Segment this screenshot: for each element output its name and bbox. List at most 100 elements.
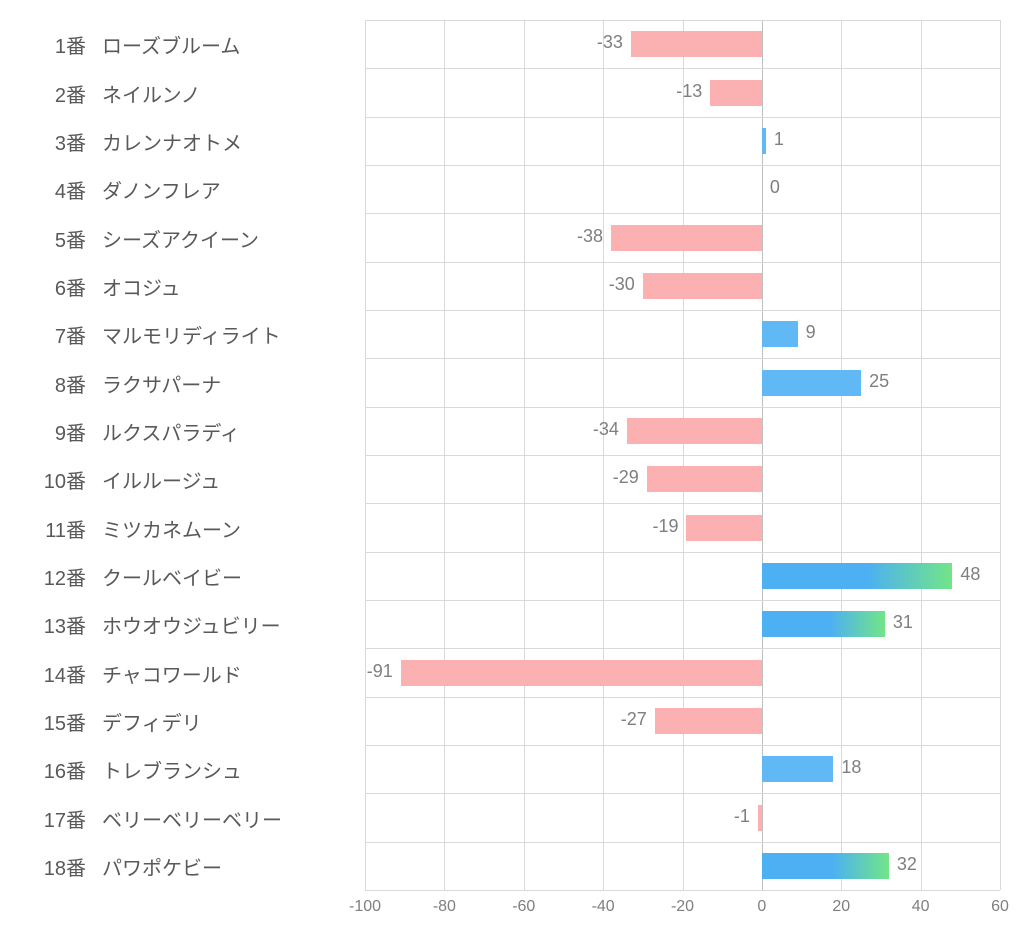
row-baseline [365, 648, 1000, 649]
value-label: -13 [676, 81, 702, 102]
bar [762, 321, 798, 347]
value-label: 1 [774, 129, 784, 150]
category-name: マルモリディライト [102, 320, 281, 349]
category-label: 13番ホウオウジュビリー [30, 610, 281, 639]
bar [627, 418, 762, 444]
bar [762, 611, 885, 637]
row-baseline [365, 842, 1000, 843]
value-label: -30 [609, 274, 635, 295]
value-label: 32 [897, 854, 917, 875]
value-label: 25 [869, 371, 889, 392]
category-number: 6番 [30, 272, 86, 301]
value-label: -91 [367, 661, 393, 682]
category-label: 10番イルルージュ [30, 465, 220, 494]
x-axis-tick-label: -80 [433, 898, 456, 916]
category-name: イルルージュ [102, 465, 220, 494]
value-label: -38 [577, 226, 603, 247]
category-number: 5番 [30, 224, 86, 253]
category-number: 11番 [30, 514, 86, 543]
category-number: 7番 [30, 320, 86, 349]
bar [762, 853, 889, 879]
category-label: 14番チャコワールド [30, 659, 242, 688]
category-name: ラクサパーナ [102, 369, 221, 398]
category-label: 8番ラクサパーナ [30, 369, 221, 398]
category-name: シーズアクイーン [102, 224, 259, 253]
row-baseline [365, 165, 1000, 166]
value-label: -27 [621, 709, 647, 730]
category-label: 11番ミツカネムーン [30, 514, 241, 543]
row-baseline [365, 552, 1000, 553]
category-label: 7番マルモリディライト [30, 320, 281, 349]
value-label: 9 [806, 322, 816, 343]
x-axis-tick-label: 60 [991, 898, 1009, 916]
category-name: ルクスパラディ [102, 417, 240, 446]
category-number: 4番 [30, 175, 86, 204]
bar [647, 466, 762, 492]
value-label: -34 [593, 419, 619, 440]
value-label: -33 [597, 32, 623, 53]
category-name: ベリーベリーベリー [102, 804, 282, 833]
bar [762, 128, 766, 154]
bar [762, 370, 861, 396]
row-baseline [365, 310, 1000, 311]
value-label: -29 [613, 467, 639, 488]
x-axis-tick-label: 20 [832, 898, 850, 916]
row-baseline [365, 793, 1000, 794]
category-label: 16番トレブランシュ [30, 755, 242, 784]
row-baseline [365, 455, 1000, 456]
category-label: 9番ルクスパラディ [30, 417, 240, 446]
category-number: 14番 [30, 659, 86, 688]
category-label: 2番ネイルンノ [30, 79, 201, 108]
x-axis-tick-label: 40 [912, 898, 930, 916]
category-name: ローズブルーム [102, 30, 240, 59]
row-baseline [365, 358, 1000, 359]
row-baseline [365, 697, 1000, 698]
bar [643, 273, 762, 299]
row-baseline [365, 68, 1000, 69]
x-axis-tick-label: 0 [757, 898, 766, 916]
category-name: クールベイビー [102, 562, 242, 591]
value-label: 18 [841, 757, 861, 778]
bar [611, 225, 762, 251]
category-label: 3番カレンナオトメ [30, 127, 242, 156]
category-number: 18番 [30, 852, 86, 881]
category-label: 4番ダノンフレア [30, 175, 221, 204]
category-name: デフィデリ [102, 707, 202, 736]
bar [710, 80, 762, 106]
category-label: 12番クールベイビー [30, 562, 242, 591]
category-number: 2番 [30, 79, 86, 108]
category-label: 17番ベリーベリーベリー [30, 804, 282, 833]
diverging-bar-chart: -100-80-60-40-2002040601番ローズブルーム-332番ネイル… [0, 0, 1022, 939]
x-axis-tick-label: -20 [671, 898, 694, 916]
category-number: 10番 [30, 465, 86, 494]
category-number: 17番 [30, 804, 86, 833]
bar [401, 660, 762, 686]
category-name: ダノンフレア [102, 175, 221, 204]
category-label: 1番ローズブルーム [30, 30, 240, 59]
gridline-vertical [1000, 20, 1001, 890]
category-name: チャコワールド [102, 659, 242, 688]
row-baseline [365, 213, 1000, 214]
category-label: 6番オコジュ [30, 272, 181, 301]
category-number: 16番 [30, 755, 86, 784]
category-label: 15番デフィデリ [30, 707, 202, 736]
bar [655, 708, 762, 734]
bar [686, 515, 761, 541]
x-axis-tick-label: -40 [592, 898, 615, 916]
category-number: 9番 [30, 417, 86, 446]
category-number: 12番 [30, 562, 86, 591]
row-baseline [365, 262, 1000, 263]
row-baseline [365, 503, 1000, 504]
value-label: 48 [960, 564, 980, 585]
category-name: トレブランシュ [102, 755, 242, 784]
bar [762, 563, 953, 589]
category-name: ネイルンノ [102, 79, 201, 108]
category-number: 15番 [30, 707, 86, 736]
bar [762, 756, 833, 782]
category-name: カレンナオトメ [102, 127, 242, 156]
category-number: 1番 [30, 30, 86, 59]
category-name: パワポケビー [102, 852, 222, 881]
category-name: ミツカネムーン [102, 514, 241, 543]
plot-top-border [365, 20, 1000, 21]
category-name: ホウオウジュビリー [102, 610, 281, 639]
